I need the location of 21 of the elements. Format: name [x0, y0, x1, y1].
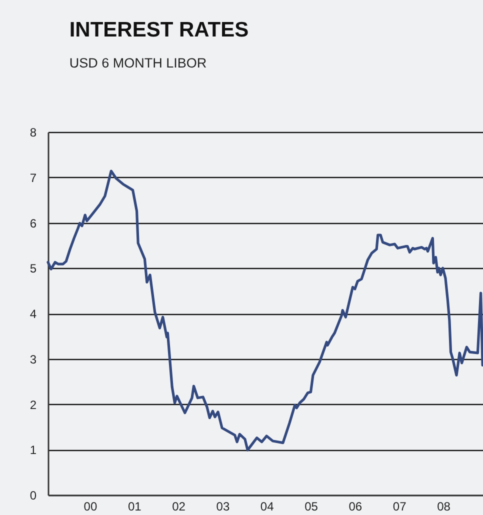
x-tick-label: 01	[128, 500, 142, 514]
y-tick-label: 6	[30, 216, 37, 230]
y-tick-label: 2	[30, 398, 37, 412]
y-tick-label: 7	[30, 170, 37, 185]
chart-title: INTEREST RATES	[69, 18, 249, 42]
y-tick-label: 3	[30, 352, 37, 366]
chart-subtitle: USD 6 MONTH LIBOR	[69, 56, 207, 70]
y-tick-label: 1	[30, 443, 37, 458]
x-tick-label: 05	[304, 500, 318, 514]
y-tick-label: 8	[30, 126, 37, 140]
y-tick-label: 4	[30, 307, 37, 321]
x-tick-label: 08	[437, 500, 451, 514]
y-tick-label: 0	[30, 488, 37, 502]
x-tick-label: 06	[348, 500, 362, 514]
x-tick-label: 02	[172, 500, 186, 514]
x-tick-label: 07	[392, 500, 407, 514]
line-series	[46, 170, 483, 452]
y-tick-label: 5	[30, 262, 37, 276]
x-tick-label: 00	[84, 500, 98, 514]
x-tick-label: 03	[216, 500, 230, 514]
x-tick-label: 04	[260, 500, 274, 514]
